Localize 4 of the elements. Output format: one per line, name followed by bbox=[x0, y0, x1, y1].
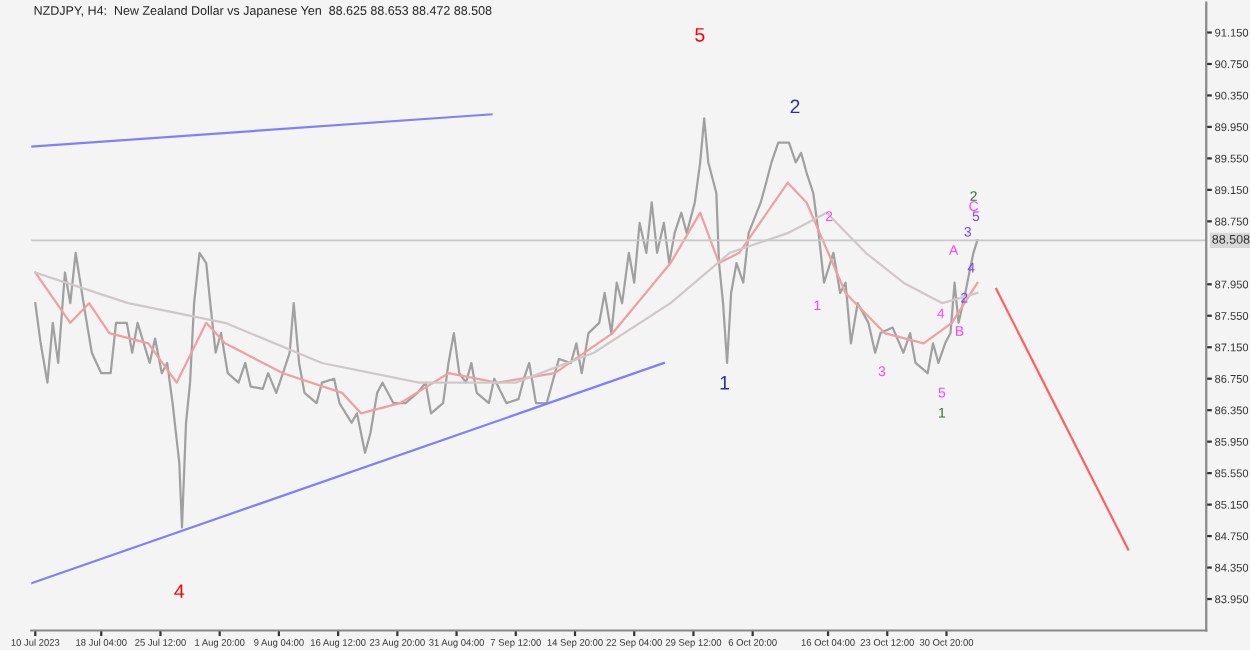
annotation: 4 bbox=[174, 584, 185, 598]
annotation: 2 bbox=[790, 99, 800, 114]
annotation: 5 bbox=[695, 28, 705, 42]
annotation: 1 bbox=[720, 376, 729, 390]
